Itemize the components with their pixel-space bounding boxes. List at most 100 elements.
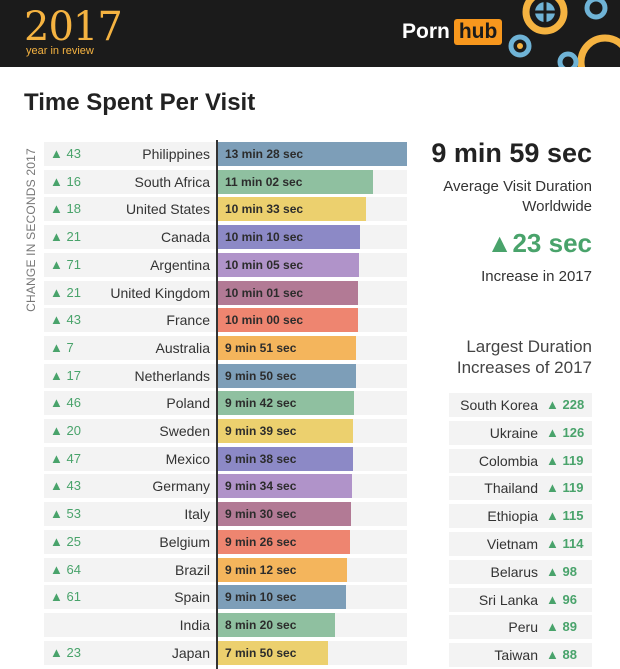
duration-label: 9 min 30 sec: [225, 507, 297, 522]
duration-label: 9 min 51 sec: [225, 340, 297, 355]
country-label: Australia: [155, 339, 210, 356]
increase-value-label: ▲ 98: [546, 563, 577, 579]
duration-bar: 9 min 39 sec: [217, 419, 354, 443]
change-label: ▲ 18: [50, 201, 81, 217]
increase-row: Sri Lanka ▲ 96: [449, 587, 592, 612]
increase-row: Taiwan ▲ 88: [449, 643, 592, 668]
change-label: ▲ 43: [50, 478, 81, 494]
increase-country: Belarus: [490, 563, 538, 580]
increase-value-label: ▲ 126: [546, 424, 585, 440]
duration-label: 9 min 42 sec: [225, 396, 297, 411]
bar-row: ▲ 20 Sweden 9 min 39 sec: [0, 417, 620, 445]
change-label: ▲ 46: [50, 395, 81, 411]
bar-row: India 8 min 20 sec: [0, 611, 620, 639]
increase-value-label: ▲ 88: [546, 647, 577, 663]
duration-bar: 7 min 50 sec: [217, 640, 328, 665]
duration-bar: 11 min 02 sec: [217, 169, 373, 194]
duration-bar: 10 min 10 sec: [217, 225, 361, 250]
duration-label: 10 min 00 sec: [225, 313, 304, 328]
change-label: ▲ 20: [50, 423, 81, 438]
country-label: Netherlands: [134, 367, 211, 384]
increase-row: Belarus ▲ 98: [449, 559, 592, 584]
duration-bar: 10 min 00 sec: [217, 308, 359, 333]
duration-label: 11 min 02 sec: [225, 174, 303, 189]
bar-row: ▲ 17 Netherlands 9 min 50 sec: [0, 362, 620, 390]
worldwide-average-value: 9 min 59 sec: [431, 138, 592, 168]
bar-row: ▲ 25 Belgium 9 min 26 sec: [0, 528, 620, 556]
country-label: France: [166, 312, 210, 329]
duration-label: 10 min 01 sec: [225, 285, 304, 300]
increase-row: Ethiopia ▲ 115: [449, 504, 592, 529]
duration-bar: 9 min 38 sec: [217, 446, 353, 471]
duration-bar: 10 min 01 sec: [217, 280, 359, 305]
header-banner: 2017 year in review Porn hub: [0, 0, 620, 67]
country-label: Germany: [152, 478, 210, 495]
change-label: ▲ 25: [50, 533, 81, 549]
bar-row: ▲ 21 Canada 10 min 10 sec: [0, 223, 620, 251]
logo-text-porn: Porn: [402, 20, 450, 43]
country-label: Sweden: [159, 423, 210, 439]
increase-row: Peru ▲ 89: [449, 615, 592, 640]
country-label: South Africa: [134, 173, 211, 190]
increase-country: South Korea: [460, 397, 538, 413]
country-label: United Kingdom: [110, 284, 210, 301]
increase-value: ▲23 sec: [486, 228, 592, 258]
increase-row: Colombia ▲ 119: [449, 448, 592, 473]
change-label: ▲ 21: [50, 229, 81, 245]
logo-text-hub: hub: [453, 19, 503, 45]
increase-value-label: ▲ 96: [546, 591, 577, 607]
bar-row: ▲ 61 Spain 9 min 10 sec: [0, 583, 620, 611]
country-label: United States: [125, 201, 210, 218]
duration-label: 9 min 10 sec: [225, 590, 297, 605]
duration-label: 8 min 20 sec: [225, 617, 297, 632]
change-label: ▲ 43: [50, 312, 81, 328]
country-label: Italy: [184, 506, 210, 523]
increase-row: Ukraine ▲ 126: [449, 420, 592, 445]
country-label: Argentina: [150, 256, 210, 273]
country-label: Belgium: [159, 533, 210, 550]
bar-row: ▲ 43 Germany 9 min 34 sec: [0, 472, 620, 500]
increase-row: South Korea ▲ 228: [449, 393, 592, 417]
pornhub-logo: Porn hub: [402, 19, 503, 45]
increase-value-label: ▲ 115: [546, 508, 584, 524]
bar-row: ▲ 46 Poland 9 min 42 sec: [0, 389, 620, 417]
duration-label: 9 min 34 sec: [225, 479, 297, 494]
increase-label: Increase in 2017: [481, 268, 592, 285]
change-label: ▲ 17: [50, 367, 81, 383]
bar-row: ▲ 43 Philippines 13 min 28 sec: [0, 140, 620, 168]
largest-increases-title-line2: Increases of 2017: [456, 358, 592, 377]
change-label: ▲ 47: [50, 450, 81, 466]
change-label: ▲ 16: [50, 173, 81, 189]
bar-row: ▲ 7 Australia 9 min 51 sec: [0, 334, 620, 362]
increase-country: Sri Lanka: [478, 591, 538, 608]
change-label: ▲ 23: [50, 644, 81, 660]
bar-row: ▲ 43 France 10 min 00 sec: [0, 306, 620, 334]
increase-value-label: ▲ 114: [546, 536, 584, 551]
change-label: ▲ 7: [50, 339, 74, 355]
bar-row: ▲ 18 United States 10 min 33 sec: [0, 195, 620, 223]
country-label: Brazil: [174, 561, 210, 578]
country-label: Poland: [166, 395, 210, 412]
duration-label: 10 min 33 sec: [225, 202, 304, 217]
increase-country: Colombia: [478, 452, 538, 469]
increase-value-label: ▲ 119: [546, 452, 584, 468]
increase-country: Ukraine: [489, 424, 538, 441]
decorative-circles-icon: [508, 0, 620, 67]
country-label: Japan: [171, 644, 210, 661]
duration-label: 9 min 12 sec: [225, 562, 297, 577]
duration-bar: 9 min 10 sec: [217, 585, 347, 610]
duration-bar: 9 min 34 sec: [217, 474, 352, 499]
increase-country: Vietnam: [486, 536, 538, 552]
increase-country: Ethiopia: [487, 508, 538, 525]
increase-country: Thailand: [484, 480, 538, 497]
duration-label: 10 min 10 sec: [225, 230, 304, 245]
duration-bar: 10 min 05 sec: [217, 252, 360, 277]
country-label: India: [179, 616, 210, 633]
change-label: ▲ 61: [50, 589, 81, 605]
duration-label: 10 min 05 sec: [225, 257, 304, 272]
duration-label: 9 min 38 sec: [225, 451, 297, 466]
increase-value-label: ▲ 89: [546, 619, 577, 635]
bar-row: ▲ 21 United Kingdom 10 min 01 sec: [0, 279, 620, 307]
duration-bar: 9 min 12 sec: [217, 557, 347, 582]
change-label: ▲ 53: [50, 506, 81, 522]
